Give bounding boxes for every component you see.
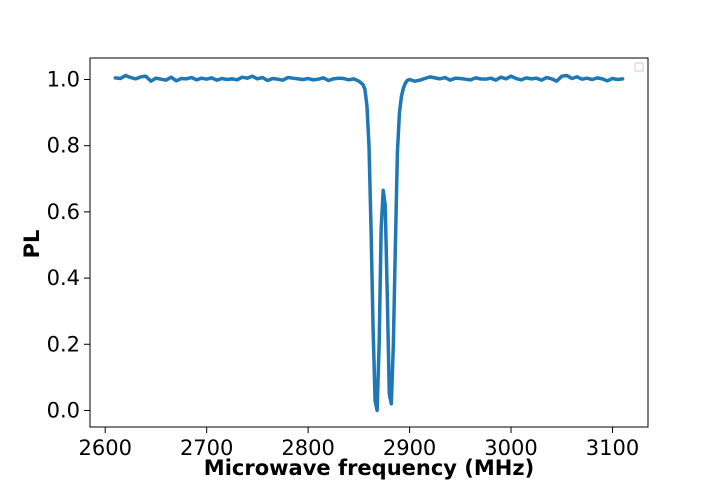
y-axis-ticks: 0.0 0.2 0.4 0.6 0.8 1.0 bbox=[47, 68, 90, 422]
y-axis-title: PL bbox=[20, 230, 44, 259]
y-tick-label: 0.8 bbox=[47, 134, 80, 158]
axes-frame bbox=[89, 57, 649, 428]
series-layer bbox=[113, 73, 625, 413]
y-tick-label: 0.6 bbox=[47, 200, 80, 224]
x-tick-label: 3100 bbox=[586, 436, 639, 460]
x-tick-label: 2700 bbox=[180, 436, 233, 460]
legend-box bbox=[634, 62, 644, 72]
x-tick-label: 3000 bbox=[484, 436, 537, 460]
plot-area: 2600 2700 2800 2900 3000 3100 0.0 0.2 0.4 0.6 0.8… bbox=[47, 57, 649, 460]
y-tick-label: 0.0 bbox=[47, 398, 80, 422]
x-axis-ticks: 2600 2700 2800 2900 3000 3100 bbox=[78, 427, 639, 460]
y-tick-label: 0.4 bbox=[47, 266, 80, 290]
x-tick-label: 2600 bbox=[78, 436, 131, 460]
x-tick-label: 2800 bbox=[281, 436, 334, 460]
y-tick-label: 0.2 bbox=[47, 332, 80, 356]
x-tick-label: 2900 bbox=[383, 436, 436, 460]
y-tick-label: 1.0 bbox=[47, 68, 80, 92]
x-axis-title: Microwave frequency (MHz) bbox=[204, 456, 534, 480]
series-line bbox=[113, 73, 625, 413]
